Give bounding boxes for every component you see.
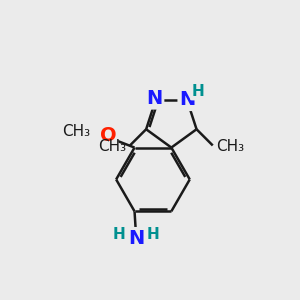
Text: H: H bbox=[192, 84, 205, 99]
Text: CH₃: CH₃ bbox=[216, 140, 244, 154]
Text: H: H bbox=[146, 227, 159, 242]
Text: CH₃: CH₃ bbox=[98, 140, 126, 154]
Text: H: H bbox=[113, 227, 126, 242]
Text: N: N bbox=[146, 89, 162, 108]
Text: CH₃: CH₃ bbox=[62, 124, 90, 140]
Text: N: N bbox=[179, 90, 196, 109]
Text: O: O bbox=[100, 126, 116, 145]
Text: N: N bbox=[128, 229, 144, 248]
